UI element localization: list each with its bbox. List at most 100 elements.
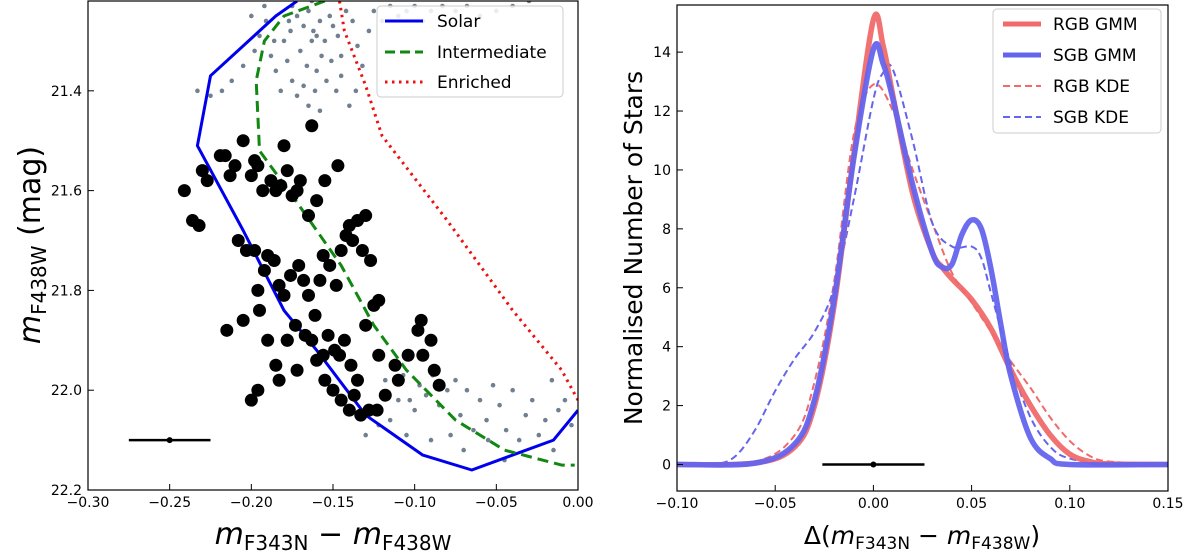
small-star-point [311,28,316,34]
large-star-point [310,194,324,208]
large-star-point [342,403,356,417]
small-star-point [485,437,491,443]
large-star-point [256,184,270,198]
small-star-point [360,63,365,69]
right-x-ticks: −0.10 −0.05 0.00 0.05 0.10 0.15 [656,485,1184,512]
left-errorbar [128,437,211,444]
small-star-point [471,427,476,433]
large-star-point [424,333,438,347]
x-tick-label: 0.00 [562,495,593,511]
large-star-point [326,383,340,397]
large-star-point [364,253,378,267]
small-star-point [284,58,290,64]
y-tick-label: 21.8 [51,283,82,299]
large-star-point [302,209,315,223]
right-plot-frame [676,4,1169,492]
large-star-point [248,243,262,257]
small-star-point [484,417,489,423]
small-star-point [294,13,300,19]
left-y-ticks: 21.4 21.6 21.8 22.0 22.2 [51,84,94,499]
small-star-point [335,33,341,39]
small-star-point [298,48,303,54]
large-star-point [391,373,405,387]
small-star-point [453,377,458,383]
left-chart: −0.30 −0.25 −0.20 −0.15 −0.10 −0.05 0.00 21.42… [13,0,594,555]
large-star-point [416,348,430,362]
large-star-point [334,243,348,257]
small-star-point [551,447,556,453]
small-star-point [271,38,277,44]
y-tick-label: 8 [662,222,671,238]
large-star-point [292,258,306,272]
small-star-point [428,437,434,443]
small-star-point [314,68,319,74]
small-star-point [529,397,535,403]
small-star-point [562,397,568,403]
small-star-point [536,432,542,438]
x-tick-label: −0.25 [148,495,191,511]
large-star-point [313,273,327,287]
large-star-point [284,268,298,282]
x-tick-label: 0.00 [858,496,889,512]
x-tick-label: 0.15 [1152,496,1183,512]
large-star-point [251,383,265,397]
large-star-point [244,393,258,407]
large-star-point [280,333,294,347]
large-star-point [200,174,214,188]
large-star-point [269,358,283,372]
large-star-point [253,303,266,317]
large-star-point [267,253,281,267]
y-tick-label: 2 [662,399,671,415]
y-tick-label: 0 [662,457,671,473]
y-tick-label: 21.4 [51,84,82,100]
line-intermediate [254,1,575,467]
legend-rgb-gmm-label: RGB GMM [1053,15,1138,35]
y-tick-label: 22.0 [51,383,82,399]
small-star-point [278,88,284,94]
small-star-point [355,43,360,49]
large-star-point [359,318,373,332]
small-star-point [319,53,324,59]
small-star-point [289,78,295,84]
large-star-point [316,348,330,362]
legend-enriched-label: Enriched [437,73,512,93]
small-star-point [363,432,368,438]
x-tick-label: −0.20 [230,495,273,511]
right-y-axis-label: Normalised Number of Stars [619,71,648,425]
small-star-point [412,407,417,413]
small-star-point [317,108,323,114]
large-star-point [293,174,307,188]
large-star-point [297,273,311,287]
x-tick-label: 0.05 [956,496,987,512]
x-tick-label: −0.30 [67,495,110,511]
large-star-point [372,348,386,362]
small-star-point [549,377,555,383]
large-star-point [177,184,191,198]
small-star-point [338,73,344,79]
small-star-point [382,377,388,383]
large-star-point [277,288,291,302]
y-tick-label: 10 [653,163,671,179]
large-star-point [251,283,265,297]
right-x-axis-label: Δ(mF343N − mF438W) [804,521,1040,554]
large-star-point [274,179,288,193]
large-star-point [323,258,337,272]
small-star-point [317,18,323,24]
small-star-point [286,18,292,24]
small-star-point [219,88,225,94]
series-rgb-kde [677,82,1168,466]
large-star-point [388,358,402,372]
small-star-point [353,88,359,94]
large-star-point [280,164,294,178]
large-star-point [261,333,275,347]
large-star-point [290,184,304,198]
small-star-point [301,23,306,29]
small-star-point [497,402,502,408]
series-sgb-gmm [677,40,1168,468]
y-tick-label: 4 [662,340,671,356]
small-star-point [503,427,509,433]
left-x-axis-label: mF343N − mF438W [215,517,452,555]
small-star-point [330,23,336,29]
left-legend: Solar Intermediate Enriched [376,5,564,98]
